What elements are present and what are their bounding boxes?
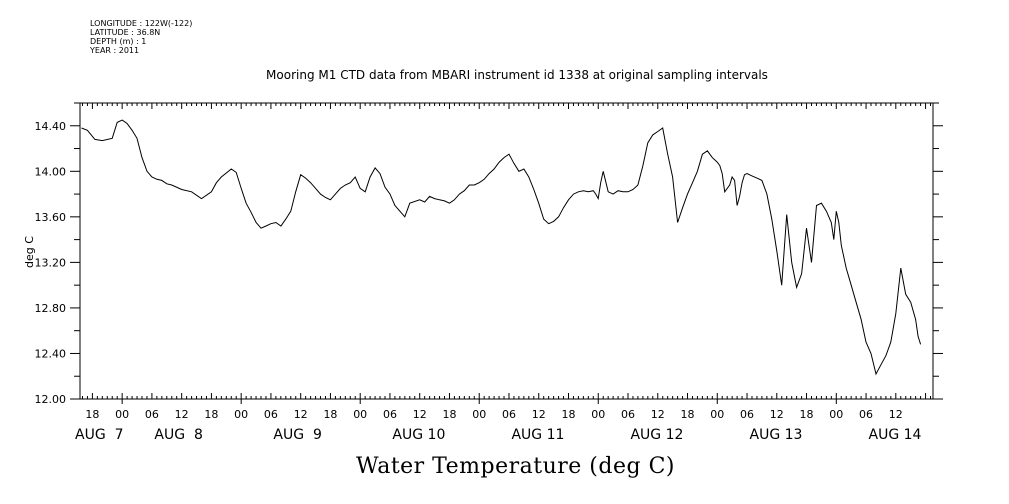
x-tick-label: 00	[115, 408, 129, 421]
x-tick-label: 12	[889, 408, 903, 421]
x-tick-label: 00	[472, 408, 486, 421]
x-date-label: AUG 9	[273, 427, 321, 443]
year-label: YEAR : 2011	[90, 46, 140, 55]
chart-subtitle: Water Temperature (deg C)	[356, 454, 675, 479]
x-tick-label: 18	[442, 408, 456, 421]
x-tick-label: 18	[561, 408, 575, 421]
chart-series	[81, 119, 922, 376]
x-date-label: AUG 11	[511, 427, 564, 443]
x-tick-label: 00	[353, 408, 367, 421]
y-tick-label: 12.40	[35, 347, 67, 360]
longitude-label: LONGITUDE : 122W(-122)	[90, 19, 193, 28]
x-tick-label: 06	[145, 408, 159, 421]
x-tick-label: 00	[710, 408, 724, 421]
x-tick-label: 18	[85, 408, 99, 421]
plot-frame	[79, 102, 934, 400]
x-tick-label: 18	[681, 408, 695, 421]
x-tick-label: 00	[591, 408, 605, 421]
x-tick-label: 06	[740, 408, 754, 421]
x-tick-label: 12	[413, 408, 427, 421]
x-tick-label: 12	[651, 408, 665, 421]
latitude-label: LATITUDE : 36.8N	[90, 28, 161, 37]
y-tick-label: 14.00	[35, 165, 67, 178]
chart-title: Mooring M1 CTD data from MBARI instrumen…	[266, 68, 768, 82]
x-tick-label: 06	[383, 408, 397, 421]
metadata-block: LONGITUDE : 122W(-122) LATITUDE : 36.8N …	[90, 19, 192, 55]
x-tick-label: 00	[234, 408, 248, 421]
depth-label: DEPTH (m) : 1	[90, 37, 147, 46]
x-tick-label: 12	[532, 408, 546, 421]
chart-ticks: 12.00 12.40 12.80 13.20 13.60 14.00 14.40 18 00 0…	[35, 102, 943, 443]
x-date-label: AUG 13	[750, 427, 803, 443]
y-tick-label: 13.60	[35, 211, 67, 224]
x-date-label: AUG 12	[630, 427, 683, 443]
x-tick-label: 18	[800, 408, 814, 421]
y-tick-label: 12.80	[35, 302, 67, 315]
y-tick-label: 12.00	[35, 393, 67, 406]
chart-axes	[79, 102, 934, 400]
x-tick-label: 06	[502, 408, 516, 421]
y-tick-label: 14.40	[35, 120, 67, 133]
x-tick-label: 12	[294, 408, 308, 421]
x-date-label: AUG 7	[75, 427, 123, 443]
x-tick-label: 06	[621, 408, 635, 421]
x-date-label: AUG 8	[154, 427, 202, 443]
x-tick-label: 18	[204, 408, 218, 421]
x-tick-label: 12	[770, 408, 784, 421]
x-tick-label: 18	[323, 408, 337, 421]
x-tick-label: 00	[829, 408, 843, 421]
x-date-label: AUG 10	[392, 427, 445, 443]
x-tick-label: 06	[264, 408, 278, 421]
series-line-temperature	[81, 119, 922, 376]
x-tick-label: 12	[175, 408, 189, 421]
x-tick-label: 06	[859, 408, 873, 421]
y-axis-label: deg C	[23, 236, 36, 268]
x-date-label: AUG 14	[869, 427, 922, 443]
y-tick-label: 13.20	[35, 256, 67, 269]
